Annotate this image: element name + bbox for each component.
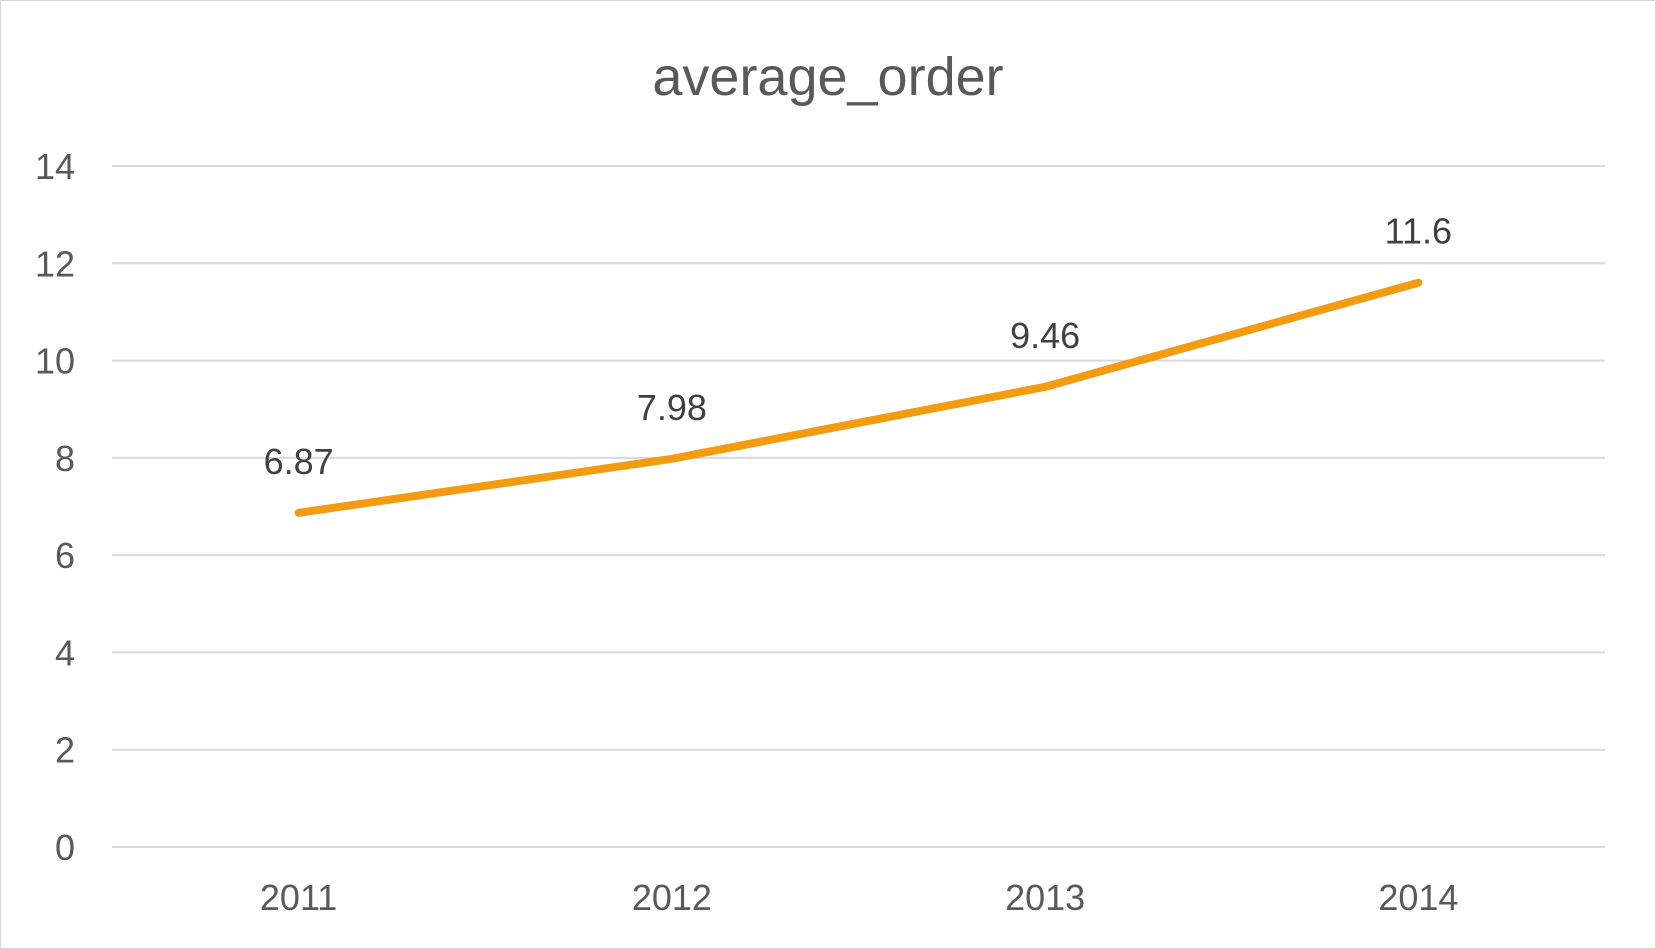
- series-line: [294, 278, 1423, 517]
- x-tick-label: 2013: [1005, 877, 1085, 918]
- chart-title: average_order: [652, 47, 1003, 107]
- y-tick-label: 10: [35, 341, 75, 382]
- y-tick-label: 4: [55, 632, 75, 673]
- x-tick-label: 2012: [632, 877, 712, 918]
- data-label: 6.87: [264, 441, 334, 482]
- y-axis-ticks: 0 2 4 6 8 10 12 14: [35, 146, 75, 868]
- data-label: 9.46: [1010, 315, 1080, 356]
- x-tick-label: 2011: [260, 877, 337, 918]
- data-label: 11.6: [1385, 211, 1452, 252]
- x-axis-ticks: 2011 2012 2013 2014: [260, 877, 1459, 918]
- gridlines: [112, 165, 1605, 848]
- x-tick-label: 2014: [1378, 877, 1458, 918]
- y-tick-label: 2: [55, 730, 75, 771]
- y-tick-label: 6: [55, 535, 75, 576]
- series-layer: [294, 278, 1423, 517]
- y-tick-label: 8: [55, 438, 75, 479]
- y-tick-label: 12: [35, 243, 75, 284]
- data-labels: 6.87 7.98 9.46 11.6: [264, 211, 1452, 482]
- y-tick-label: 14: [35, 146, 75, 187]
- data-label: 7.98: [637, 387, 707, 428]
- y-tick-label: 0: [55, 827, 75, 868]
